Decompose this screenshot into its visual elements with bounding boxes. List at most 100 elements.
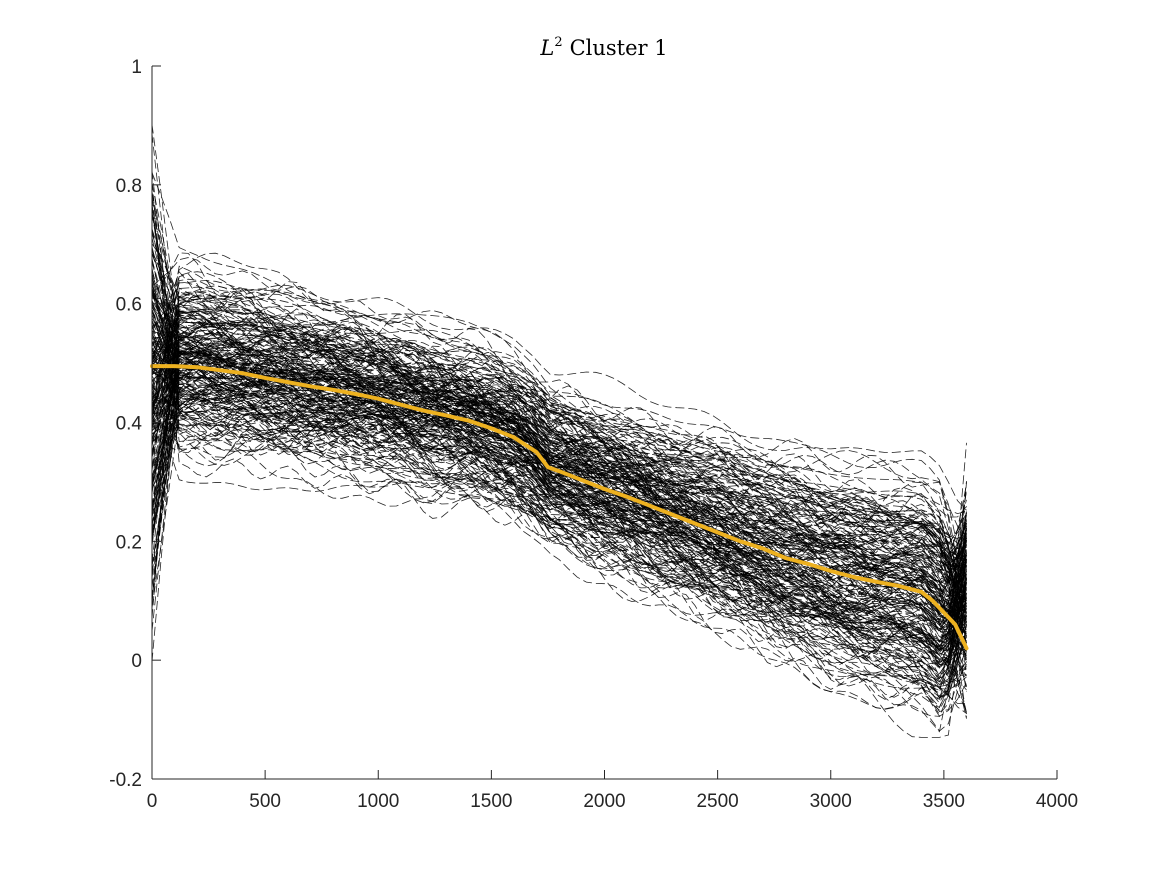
- individual-curve: [151, 333, 967, 668]
- y-tick-label: 0.2: [116, 532, 142, 553]
- individual-curve: [151, 288, 967, 559]
- title-rest: Cluster 1: [570, 36, 668, 60]
- individual-curve: [151, 347, 967, 603]
- individual-curve: [151, 326, 967, 698]
- individual-curve: [151, 368, 967, 648]
- individual-curve: [151, 342, 967, 643]
- individual-curve: [151, 230, 967, 511]
- individual-curve: [151, 314, 967, 602]
- individual-curve: [151, 314, 967, 569]
- individual-curve: [151, 350, 967, 612]
- individual-curve: [151, 291, 967, 738]
- individual-curve: [151, 313, 967, 556]
- x-tick-label: 0: [147, 791, 158, 812]
- individual-curve: [151, 329, 967, 616]
- individual-curve: [151, 375, 967, 643]
- individual-curve: [151, 338, 967, 614]
- individual-curve: [151, 410, 967, 733]
- x-tick-label: 3000: [810, 791, 852, 812]
- y-tick-label: 0.6: [116, 295, 142, 316]
- individual-curve: [151, 322, 967, 648]
- individual-curve: [151, 289, 967, 711]
- individual-curve: [151, 336, 967, 651]
- individual-curve: [151, 351, 967, 652]
- individual-curve: [151, 181, 967, 640]
- individual-curve: [151, 292, 967, 661]
- individual-curve: [151, 382, 967, 639]
- individual-curve: [151, 318, 967, 646]
- individual-curve: [151, 257, 967, 713]
- individual-curve: [151, 308, 967, 629]
- individual-curve: [151, 133, 967, 614]
- individual-curve: [151, 172, 967, 661]
- individual-curve: [151, 341, 967, 633]
- individual-curve: [151, 335, 967, 571]
- x-tick-label: 500: [249, 791, 281, 812]
- individual-curve: [151, 312, 967, 590]
- individual-curve: [151, 303, 967, 677]
- individual-curve: [151, 273, 967, 674]
- individual-curve: [151, 333, 967, 598]
- individual-curve: [151, 409, 967, 718]
- individual-curve: [151, 322, 967, 583]
- individual-curve: [151, 325, 967, 515]
- individual-curve: [151, 280, 967, 550]
- individual-curve: [151, 313, 967, 518]
- individual-curve: [151, 296, 967, 620]
- y-tick-label: 1: [131, 57, 142, 78]
- individual-curve: [151, 192, 967, 588]
- individual-curve: [151, 372, 967, 643]
- individual-curve: [151, 301, 967, 580]
- individual-curve: [151, 345, 967, 676]
- individual-curve: [151, 290, 967, 583]
- x-tick-label: 2000: [583, 791, 625, 812]
- individual-curve: [151, 308, 967, 650]
- individual-curve: [151, 390, 967, 687]
- x-tick-label: 1000: [357, 791, 399, 812]
- individual-curve: [151, 323, 967, 620]
- individual-curve: [151, 354, 967, 627]
- chart-title: L2 Cluster 1: [539, 35, 667, 60]
- individual-curve: [151, 357, 967, 568]
- x-tick-label: 1500: [470, 791, 512, 812]
- individual-curve: [151, 346, 967, 626]
- individual-curve: [151, 426, 967, 624]
- individual-curve: [151, 358, 967, 716]
- individual-curve: [151, 366, 967, 635]
- individual-curve: [151, 267, 967, 613]
- title-superscript: 2: [554, 35, 562, 50]
- individual-curve: [151, 351, 967, 628]
- individual-curve: [151, 283, 967, 613]
- individual-curve: [151, 367, 967, 565]
- individual-curve: [151, 286, 967, 619]
- individual-curve: [151, 316, 967, 645]
- individual-curve: [151, 359, 967, 698]
- individual-curve: [151, 325, 967, 630]
- individual-curve: [151, 347, 967, 633]
- individual-curve: [151, 301, 967, 691]
- y-tick-label: -0.2: [109, 770, 142, 791]
- individual-curve: [152, 298, 967, 605]
- individual-curve: [151, 369, 967, 605]
- individual-curve: [151, 296, 967, 679]
- individual-curve: [151, 364, 967, 631]
- individual-curve: [151, 315, 967, 584]
- individual-curve: [151, 334, 967, 643]
- individual-curve: [151, 290, 967, 657]
- individual-curve: [151, 306, 967, 568]
- y-tick-label: 0: [131, 651, 142, 672]
- individual-curve: [151, 400, 967, 661]
- x-tick-label: 4000: [1036, 791, 1078, 812]
- individual-curve: [151, 409, 967, 688]
- individual-curve: [151, 253, 967, 718]
- ticks-layer: 0 500 1000 1500 2000 2500 3000 3500 4000-0.200.2…: [109, 57, 1078, 812]
- x-tick-label: 3500: [923, 791, 965, 812]
- mean-curve: [150, 364, 969, 651]
- individual-curve: [151, 306, 967, 633]
- x-tick-label: 2500: [696, 791, 738, 812]
- individual-curve: [151, 367, 967, 602]
- individual-curve: [151, 354, 967, 621]
- individual-curve: [151, 259, 967, 627]
- individual-curve: [151, 360, 967, 600]
